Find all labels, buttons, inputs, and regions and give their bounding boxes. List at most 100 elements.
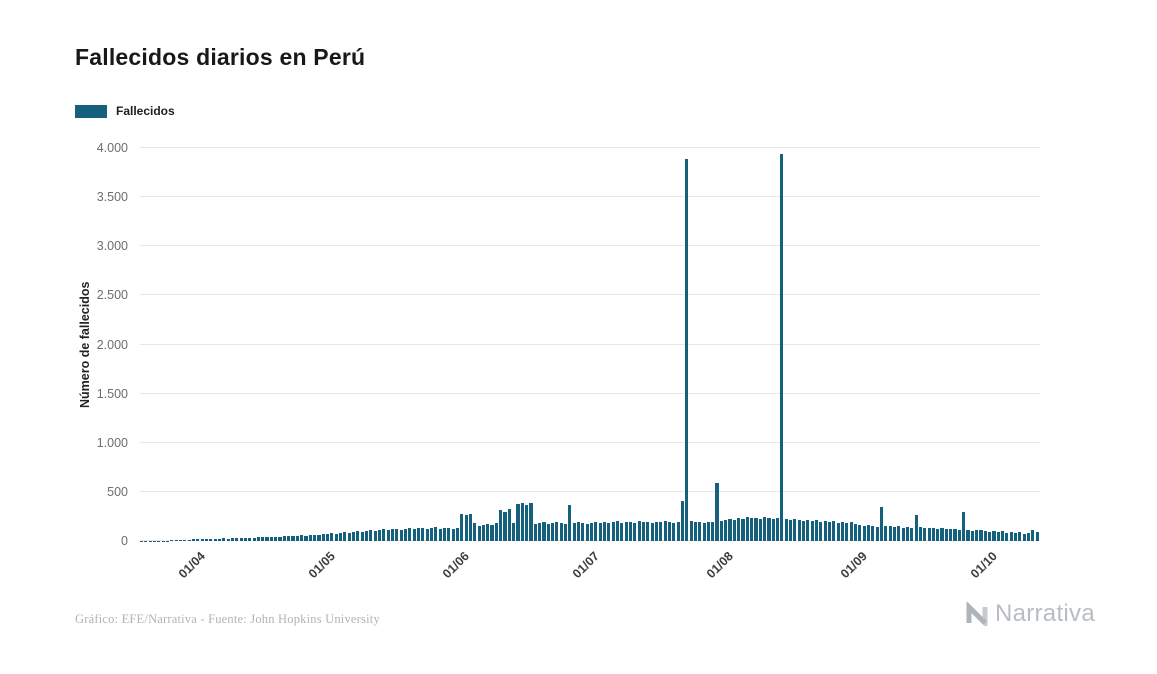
x-tick-label: 01/10 — [968, 549, 1001, 582]
bar — [901, 527, 905, 541]
bar — [174, 540, 178, 541]
bar — [927, 528, 931, 541]
bar — [637, 521, 641, 541]
bar — [265, 537, 269, 541]
bar — [797, 520, 801, 541]
bar — [979, 530, 983, 541]
bar — [455, 528, 459, 541]
bar — [204, 539, 208, 541]
bar — [486, 523, 490, 541]
gridline — [140, 196, 1040, 198]
bar — [408, 528, 412, 541]
bar — [663, 521, 667, 541]
x-tick-label: 01/07 — [570, 549, 603, 582]
bar — [568, 504, 572, 541]
bar — [525, 504, 529, 541]
bar — [849, 522, 853, 541]
bar — [546, 524, 550, 541]
gridline — [140, 343, 1040, 345]
bar — [780, 154, 784, 541]
bar — [1001, 530, 1005, 541]
bar — [451, 528, 455, 541]
bar — [910, 528, 914, 541]
bar — [317, 535, 321, 541]
bar — [252, 537, 256, 541]
bar — [611, 522, 615, 541]
bar — [1027, 532, 1031, 541]
bar — [763, 517, 767, 541]
bar — [421, 527, 425, 541]
bar — [386, 530, 390, 541]
bar — [209, 538, 213, 541]
bar — [602, 521, 607, 541]
legend: Fallecidos — [75, 104, 175, 118]
bar — [551, 522, 555, 541]
bar — [369, 530, 373, 541]
x-tick-label: 01/05 — [306, 549, 339, 582]
bar — [468, 514, 472, 541]
bar — [377, 529, 382, 541]
bar — [936, 528, 940, 541]
bar — [685, 159, 689, 541]
bar — [416, 528, 421, 541]
bar — [827, 522, 832, 541]
gridline — [140, 294, 1040, 296]
bar — [213, 539, 217, 541]
bar — [230, 538, 234, 541]
y-tick-label: 500 — [107, 484, 128, 499]
bar — [347, 532, 351, 541]
bar — [291, 536, 295, 541]
bar — [222, 538, 226, 541]
bar — [758, 518, 762, 541]
plot-area: 0 500 1.000 1.500 2.000 2.500 3.000 3.500 4.000 0… — [97, 141, 1040, 581]
bar — [256, 537, 260, 541]
bar — [278, 536, 282, 541]
brand-name: Narrativa — [994, 600, 1095, 627]
bar — [503, 511, 507, 541]
bar — [858, 524, 862, 541]
bar — [815, 520, 819, 541]
bar — [507, 508, 511, 541]
bar — [594, 522, 598, 541]
bar — [243, 537, 247, 541]
bar — [944, 529, 948, 541]
gridline — [140, 147, 1040, 148]
y-tick-label: 2.500 — [96, 288, 128, 303]
bar — [802, 520, 806, 541]
bar — [871, 526, 875, 541]
bar — [187, 539, 191, 541]
bar — [667, 522, 671, 541]
bar — [672, 522, 676, 541]
bar — [490, 525, 494, 541]
bar — [654, 522, 658, 541]
bar — [940, 528, 944, 541]
bar — [447, 528, 451, 541]
bar — [923, 527, 927, 541]
bar — [287, 535, 291, 541]
bar — [183, 539, 187, 541]
bar — [429, 528, 433, 541]
bar — [988, 531, 992, 541]
bar — [217, 538, 221, 541]
bar — [494, 522, 498, 541]
bar — [767, 518, 771, 541]
bar — [698, 522, 702, 541]
bar — [689, 521, 693, 541]
bar — [676, 521, 680, 541]
bar — [512, 522, 516, 541]
bar — [572, 522, 576, 541]
legend-swatch — [75, 104, 107, 118]
bar — [499, 509, 503, 541]
x-tick-label: 01/04 — [176, 549, 209, 582]
bar — [191, 539, 196, 541]
bar — [953, 529, 957, 541]
bar — [481, 524, 485, 541]
bar — [399, 530, 403, 541]
bar — [693, 521, 697, 541]
bar — [356, 531, 360, 541]
bar — [771, 518, 775, 541]
bar — [295, 535, 299, 541]
bar — [261, 537, 265, 541]
bar — [395, 528, 399, 541]
